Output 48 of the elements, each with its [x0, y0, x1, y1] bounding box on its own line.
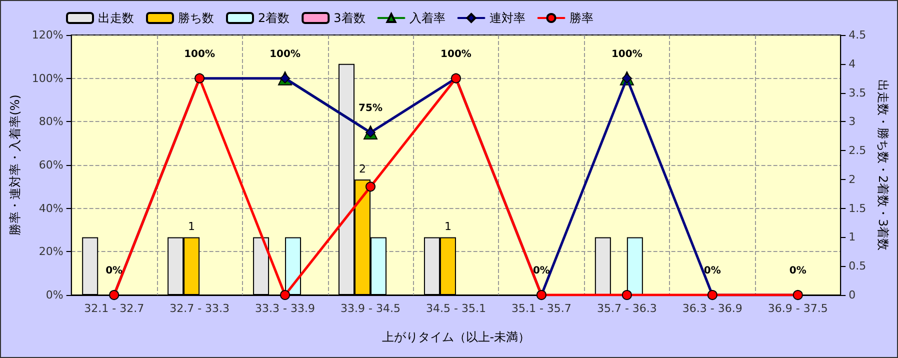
y2-tick-label: 2 [848, 172, 856, 186]
data-label: 2 [359, 162, 366, 176]
x-tick-label: 32.7 - 33.3 [170, 302, 230, 315]
data-label: 0% [106, 266, 123, 276]
y2-axis-title: 出走数・勝ち数・2着数・3着数 [876, 79, 890, 251]
y-tick-label: 60% [38, 158, 64, 172]
legend-label: 連対率 [489, 11, 526, 25]
x-tick-label: 35.7 - 36.3 [596, 302, 657, 315]
data-label: 100% [611, 48, 642, 60]
y2-tick-label: 3.5 [848, 86, 866, 100]
y-tick-label: 0% [46, 288, 64, 302]
legend-label: 2着数 [258, 11, 290, 25]
data-label: 100% [440, 48, 472, 60]
data-label: 0% [532, 266, 550, 276]
y-tick-label: 120% [32, 28, 64, 42]
y2-tick-label: 4 [848, 57, 856, 70]
data-label: 100% [184, 48, 216, 60]
data-label: 1 [188, 220, 196, 234]
y2-tick-label: 3 [848, 115, 856, 128]
legend-label: 勝ち数 [178, 11, 214, 25]
x-tick-label: 33.3 - 33.9 [255, 302, 316, 315]
y2-tick-label: 4.5 [848, 28, 866, 42]
data-label: 100% [270, 48, 300, 60]
legend-label: 勝率 [569, 11, 594, 25]
y-tick-label: 80% [38, 115, 64, 128]
legend-label: 3着数 [334, 11, 366, 25]
x-tick-label: 33.9 - 34.5 [340, 302, 400, 315]
data-label: 1 [444, 220, 452, 234]
x-tick-label: 36.3 - 36.9 [682, 302, 742, 315]
y-tick-label: 100% [32, 72, 64, 85]
y-tick-label: 40% [38, 202, 64, 215]
y2-tick-label: 2.5 [848, 144, 866, 158]
data-label: 0% [704, 266, 721, 276]
y2-tick-label: 1 [848, 230, 856, 244]
x-tick-label: 32.1 - 32.7 [84, 302, 144, 315]
y2-tick-label: 1.5 [848, 202, 866, 215]
x-tick-label: 34.5 - 35.1 [426, 302, 486, 315]
legend-label: 入着率 [409, 11, 446, 25]
y2-tick-label: 0 [848, 288, 856, 302]
y-tick-label: 20% [38, 245, 64, 258]
data-label: 75% [358, 103, 382, 114]
x-tick-label: 36.9 - 37.5 [768, 302, 828, 315]
data-label: 0% [789, 266, 806, 276]
y2-tick-label: 0.5 [848, 260, 866, 273]
x-tick-label: 35.1 - 35.7 [511, 302, 572, 315]
legend-label: 出走数 [98, 11, 134, 25]
x-axis-title: 上がりタイム（以上-未満） [382, 330, 530, 344]
y-axis-title: 勝率・連対率・入着率(%) [8, 94, 22, 236]
